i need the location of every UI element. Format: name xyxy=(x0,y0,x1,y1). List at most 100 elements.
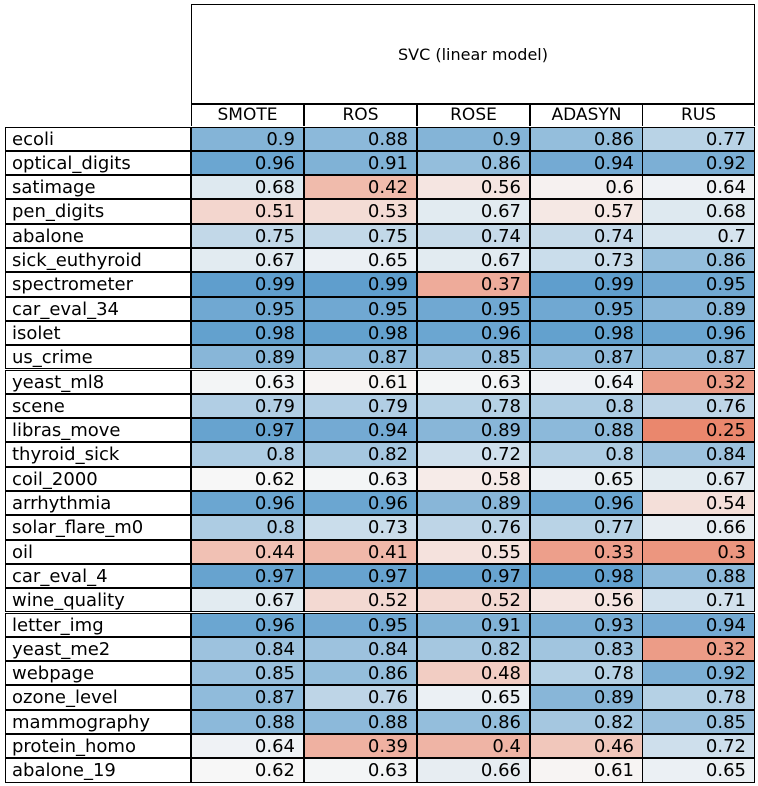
table-cell: 0.61 xyxy=(304,369,417,394)
column-header-rose: ROSE xyxy=(417,104,530,126)
row-label: oil xyxy=(5,539,191,564)
table-cell: 0.99 xyxy=(304,272,417,297)
table-cell: 0.97 xyxy=(191,418,304,443)
column-header-ros: ROS xyxy=(304,104,417,126)
table-cell: 0.33 xyxy=(530,539,643,564)
table-cell: 0.72 xyxy=(642,734,755,759)
table-cell: 0.84 xyxy=(642,442,755,467)
row-label: ozone_level xyxy=(5,685,191,710)
table-cell: 0.84 xyxy=(191,636,304,662)
table-cell: 0.67 xyxy=(417,199,530,224)
table-cell: 0.9 xyxy=(417,126,530,151)
row-label: protein_homo xyxy=(5,734,191,759)
row-label: sick_euthyroid xyxy=(5,248,191,273)
table-cell: 0.65 xyxy=(530,466,643,491)
table-cell: 0.46 xyxy=(530,734,643,759)
table-cell: 0.62 xyxy=(191,466,304,491)
table-cell: 0.99 xyxy=(191,272,304,297)
row-label: abalone_19 xyxy=(5,758,191,783)
table-cell: 0.64 xyxy=(191,734,304,759)
table-cell: 0.98 xyxy=(530,563,643,589)
row-label: solar_flare_m0 xyxy=(5,515,191,540)
table-cell: 0.41 xyxy=(304,539,417,564)
table-cell: 0.96 xyxy=(191,150,304,176)
table-cell: 0.39 xyxy=(304,734,417,759)
table-cell: 0.77 xyxy=(642,126,755,151)
table-cell: 0.86 xyxy=(304,661,417,686)
row-label: mammography xyxy=(5,709,191,734)
row-label: webpage xyxy=(5,661,191,686)
table-cell: 0.96 xyxy=(530,491,643,516)
table-cell: 0.64 xyxy=(530,369,643,394)
table-cell: 0.82 xyxy=(530,709,643,734)
table-cell: 0.66 xyxy=(417,758,530,783)
table-cell: 0.89 xyxy=(417,491,530,516)
table-cell: 0.98 xyxy=(304,320,417,346)
table-cell: 0.97 xyxy=(417,563,530,589)
table-cell: 0.94 xyxy=(530,150,643,176)
table-cell: 0.3 xyxy=(642,539,755,564)
row-label: pen_digits xyxy=(5,199,191,224)
table-cell: 0.44 xyxy=(191,539,304,564)
row-label: satimage xyxy=(5,175,191,200)
table-cell: 0.65 xyxy=(642,758,755,783)
table-cell: 0.71 xyxy=(642,588,755,613)
table-cell: 0.7 xyxy=(642,223,755,248)
table-cell: 0.97 xyxy=(304,563,417,589)
table-cell: 0.91 xyxy=(304,150,417,176)
table-cell: 0.53 xyxy=(304,199,417,224)
table-cell: 0.86 xyxy=(417,709,530,734)
table-cell: 0.37 xyxy=(417,272,530,297)
table-cell: 0.98 xyxy=(530,320,643,346)
row-label: scene xyxy=(5,393,191,419)
table-cell: 0.63 xyxy=(304,758,417,783)
table-cell: 0.9 xyxy=(191,126,304,151)
table-cell: 0.64 xyxy=(642,175,755,200)
table-cell: 0.86 xyxy=(417,150,530,176)
table-cell: 0.67 xyxy=(642,466,755,491)
table-cell: 0.96 xyxy=(304,491,417,516)
row-label: thyroid_sick xyxy=(5,442,191,467)
table-cell: 0.51 xyxy=(191,199,304,224)
row-label: yeast_ml8 xyxy=(5,369,191,394)
row-label: letter_img xyxy=(5,612,191,637)
table-cell: 0.94 xyxy=(304,418,417,443)
table-cell: 0.62 xyxy=(191,758,304,783)
table-cell: 0.88 xyxy=(304,709,417,734)
table-cell: 0.8 xyxy=(191,515,304,540)
table-cell: 0.52 xyxy=(417,588,530,613)
table-cell: 0.65 xyxy=(304,248,417,273)
table-cell: 0.95 xyxy=(530,296,643,321)
table-cell: 0.8 xyxy=(530,442,643,467)
table-cell: 0.67 xyxy=(417,248,530,273)
table-cell: 0.88 xyxy=(642,563,755,589)
table-cell: 0.96 xyxy=(191,491,304,516)
table-cell: 0.82 xyxy=(304,442,417,467)
table-cell: 0.89 xyxy=(417,418,530,443)
table-cell: 0.92 xyxy=(642,150,755,176)
table-cell: 0.63 xyxy=(417,369,530,394)
table-cell: 0.87 xyxy=(304,345,417,370)
table-cell: 0.75 xyxy=(191,223,304,248)
table-cell: 0.76 xyxy=(417,515,530,540)
table-title: SVC (linear model) xyxy=(191,4,755,104)
table-cell: 0.97 xyxy=(191,563,304,589)
table-cell: 0.6 xyxy=(530,175,643,200)
table-cell: 0.78 xyxy=(417,393,530,419)
table-cell: 0.52 xyxy=(304,588,417,613)
table-cell: 0.56 xyxy=(530,588,643,613)
row-label: libras_move xyxy=(5,418,191,443)
table-cell: 0.92 xyxy=(642,661,755,686)
table-cell: 0.58 xyxy=(417,466,530,491)
table-cell: 0.67 xyxy=(191,588,304,613)
table-cell: 0.63 xyxy=(191,369,304,394)
table-cell: 0.82 xyxy=(417,636,530,662)
table-cell: 0.95 xyxy=(191,296,304,321)
column-header-adasyn: ADASYN xyxy=(530,104,643,126)
table-cell: 0.93 xyxy=(530,612,643,637)
table-cell: 0.96 xyxy=(642,320,755,346)
table-cell: 0.95 xyxy=(304,296,417,321)
table-cell: 0.68 xyxy=(191,175,304,200)
row-label: coil_2000 xyxy=(5,466,191,491)
table-cell: 0.75 xyxy=(304,223,417,248)
